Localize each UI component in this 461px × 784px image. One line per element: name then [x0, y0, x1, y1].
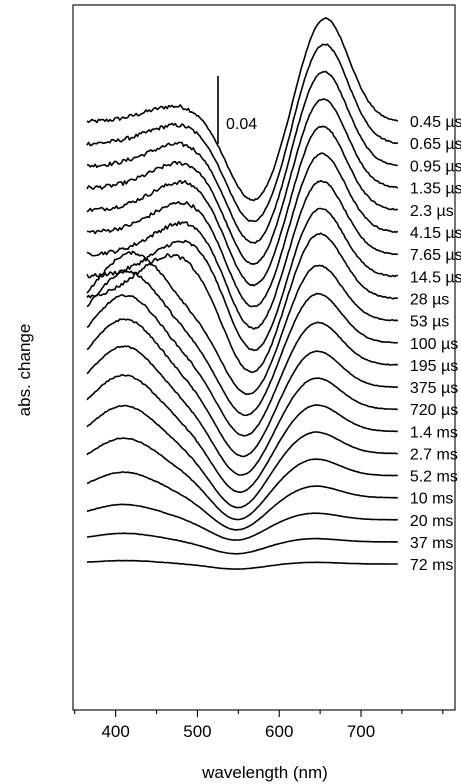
series-label: 195 µs — [410, 358, 458, 375]
series-label: 2.3 µs — [410, 203, 454, 220]
spectrum-line — [86, 232, 398, 374]
spectrum-line — [86, 437, 398, 521]
series-label: 20 ms — [410, 513, 454, 530]
x-tick-label: 400 — [101, 722, 129, 741]
spectrum-line — [86, 270, 398, 417]
series-label: 37 ms — [410, 535, 454, 552]
x-tick-label: 500 — [183, 722, 211, 741]
spectrum-line — [86, 318, 398, 458]
scale-bar-label: 0.04 — [226, 116, 257, 133]
spectrum-line — [86, 374, 398, 494]
spectrum-line — [86, 503, 398, 541]
spectrum-line — [86, 559, 398, 570]
series-label: 10 ms — [410, 491, 454, 508]
spectrum-line — [86, 152, 399, 308]
spectrum-line — [86, 43, 399, 223]
series-label: 28 µs — [410, 291, 449, 308]
spectrum-line — [86, 250, 399, 396]
x-tick-label: 600 — [265, 722, 293, 741]
series-label: 0.45 µs — [410, 114, 461, 131]
plot-frame — [72, 4, 456, 711]
spectrum-line — [86, 207, 398, 352]
series-label: 53 µs — [410, 314, 449, 331]
series-labels: 0.45 µs 0.65 µs 0.95 µs 1.35 µs 2.3 µs 4.15 µ… — [410, 114, 461, 574]
series-label: 1.4 ms — [410, 424, 458, 441]
x-axis-ticks: 400 500 600 700 — [74, 710, 444, 741]
series-label: 14.5 µs — [410, 269, 461, 286]
spectrum-line — [86, 345, 398, 476]
x-tick-label: 700 — [347, 722, 375, 741]
series-label: 5.2 ms — [410, 469, 458, 486]
series-label: 72 ms — [410, 557, 454, 574]
series-label: 4.15 µs — [410, 225, 461, 242]
y-axis-label: abs. change — [15, 324, 34, 417]
spectrum-line — [86, 471, 398, 531]
spectrum-line — [86, 404, 398, 509]
series-label: 7.65 µs — [410, 247, 461, 264]
series-label: 2.7 ms — [410, 446, 458, 463]
scale-bar: 0.04 — [217, 76, 257, 144]
series-label: 0.65 µs — [410, 136, 461, 153]
series-label: 0.95 µs — [410, 158, 461, 175]
x-axis-label: wavelength (nm) — [201, 763, 328, 782]
spectrum-line — [86, 294, 398, 437]
spectrum-line — [86, 125, 398, 287]
spectrum-line — [86, 98, 399, 266]
series-label: 1.35 µs — [410, 181, 461, 198]
plot-border — [72, 4, 456, 711]
spectrum-line — [86, 179, 398, 330]
series-label: 375 µs — [410, 380, 458, 397]
spectrum-line — [86, 17, 399, 202]
series-label: 720 µs — [410, 402, 458, 419]
series-label: 100 µs — [410, 336, 458, 353]
spectra-curves — [86, 17, 399, 570]
spectrum-line — [86, 70, 398, 244]
spectrum-line — [86, 532, 398, 555]
